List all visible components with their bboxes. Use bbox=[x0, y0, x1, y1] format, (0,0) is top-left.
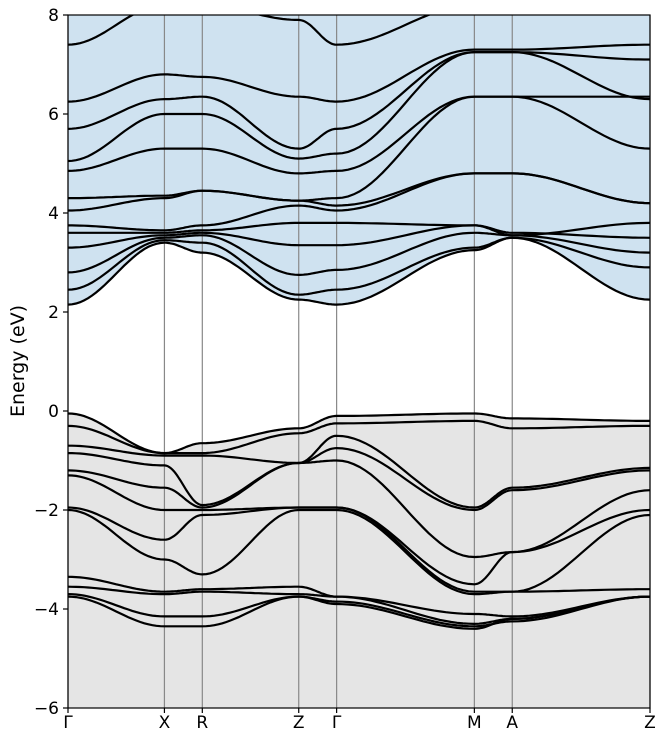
plot-frame bbox=[67, 14, 651, 709]
x-tick-label: Γ bbox=[63, 713, 73, 733]
conduction-band-line bbox=[68, 236, 650, 296]
y-tick-label: 4 bbox=[48, 204, 59, 224]
valence-band-line bbox=[68, 593, 650, 628]
conduction-band-line bbox=[68, 95, 650, 175]
valence-band-line bbox=[68, 446, 650, 512]
conduction-band-line bbox=[68, 172, 650, 212]
x-tick-label: M bbox=[467, 713, 482, 733]
y-tick-label: −4 bbox=[34, 600, 59, 620]
conduction-band-line bbox=[68, 221, 650, 237]
y-tick-label: 0 bbox=[48, 402, 59, 422]
x-tick-label: X bbox=[159, 713, 171, 733]
valence-region-fill bbox=[68, 413, 650, 708]
y-tick-label: −2 bbox=[34, 501, 59, 521]
y-tick-label: 6 bbox=[48, 105, 59, 125]
valence-band-line bbox=[68, 434, 650, 509]
valence-band-line bbox=[68, 595, 650, 630]
conduction-band-line bbox=[68, 224, 650, 249]
conduction-band-line bbox=[68, 51, 650, 150]
y-tick-label: 8 bbox=[48, 6, 59, 26]
x-tick-label: A bbox=[506, 713, 518, 733]
conduction-band-line bbox=[68, 43, 650, 103]
y-tick-label: −6 bbox=[34, 699, 59, 719]
valence-band-line bbox=[68, 575, 650, 618]
x-tick-label: R bbox=[196, 713, 208, 733]
band-lines bbox=[68, 15, 650, 630]
x-tick-label: Z bbox=[293, 713, 305, 733]
valence-band-line bbox=[68, 459, 650, 559]
y-axis-ticks: −6 −4 −2 0 2 4 6 8 bbox=[34, 6, 68, 719]
x-tick-label: Γ bbox=[332, 713, 342, 733]
valence-band-line bbox=[68, 419, 650, 455]
x-tick-label: Z bbox=[644, 713, 656, 733]
y-tick-label: 2 bbox=[48, 303, 59, 323]
y-axis-label: Energy (eV) bbox=[7, 305, 29, 417]
conduction-region-fill bbox=[68, 15, 650, 305]
conduction-band-line bbox=[68, 15, 432, 46]
valence-band-line bbox=[68, 508, 650, 596]
